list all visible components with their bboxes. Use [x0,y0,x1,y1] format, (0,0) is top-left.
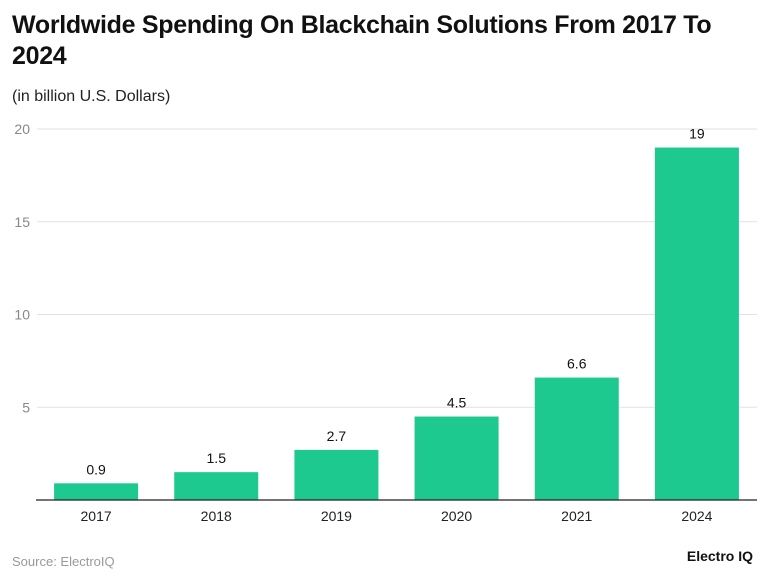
x-tick-label: 2021 [561,508,592,524]
bar [294,449,379,500]
x-tick-label: 2020 [441,508,472,524]
bar [414,416,499,500]
electroiq-logo: Electro IQ [686,548,753,564]
y-tick-label: 15 [14,214,30,230]
data-label: 2.7 [327,428,347,444]
bar [174,472,259,500]
x-tick-label: 2024 [681,508,712,524]
y-tick-label: 5 [22,399,30,415]
bar [654,147,739,501]
x-tick-label: 2017 [81,508,112,524]
data-label: 6.6 [567,356,587,372]
bar [534,377,619,500]
x-tick-label: 2019 [321,508,352,524]
y-tick-label: 20 [14,121,30,137]
chart-subtitle: (in billion U.S. Dollars) [12,88,171,105]
data-label: 19 [689,126,705,142]
y-tick-label: 10 [14,307,30,323]
chart-title: Worldwide Spending On Blackchain Solutio… [12,11,712,70]
data-label: 4.5 [447,395,467,411]
bar [54,483,139,500]
x-tick-label: 2018 [201,508,232,524]
data-label: 1.5 [207,450,227,466]
source-note: Source: ElectroIQ [12,554,115,569]
data-label: 0.9 [86,461,106,477]
